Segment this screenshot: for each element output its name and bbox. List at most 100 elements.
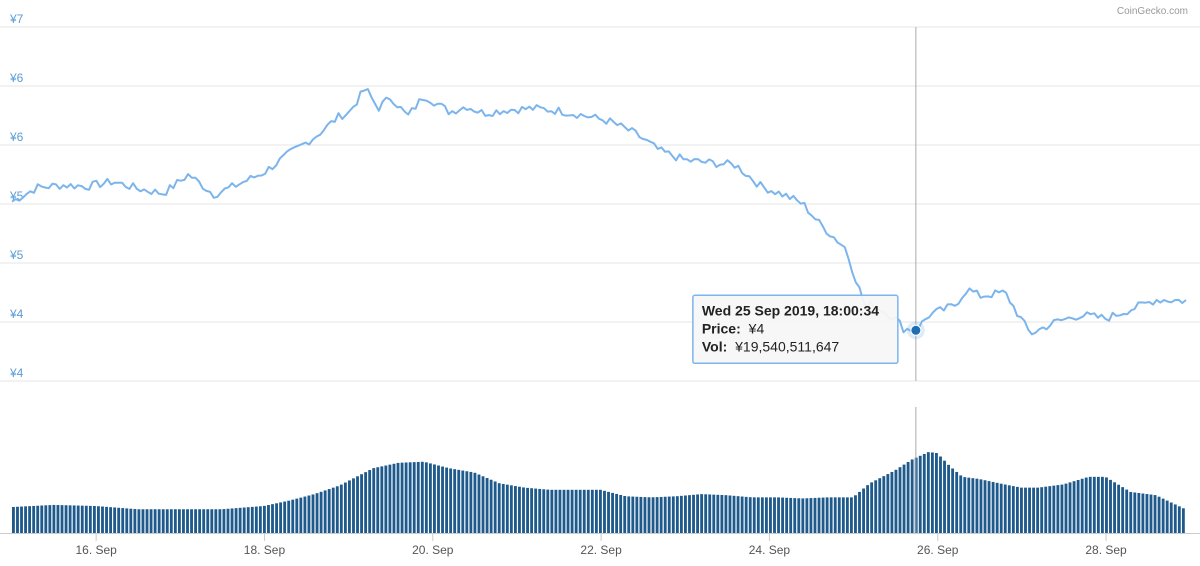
- volume-bar[interactable]: [291, 499, 295, 533]
- volume-bar[interactable]: [1161, 498, 1165, 533]
- volume-bar[interactable]: [971, 478, 975, 533]
- volume-bar[interactable]: [202, 509, 206, 533]
- volume-bars[interactable]: [12, 452, 1185, 533]
- volume-bar[interactable]: [339, 484, 343, 533]
- volume-bar[interactable]: [983, 480, 987, 533]
- volume-bar[interactable]: [1141, 493, 1145, 533]
- volume-bar[interactable]: [368, 470, 372, 533]
- volume-bar[interactable]: [311, 494, 315, 533]
- volume-bar[interactable]: [1068, 482, 1072, 533]
- volume-bar[interactable]: [372, 468, 376, 533]
- volume-bar[interactable]: [963, 477, 967, 533]
- volume-bar[interactable]: [331, 487, 335, 533]
- volume-bar[interactable]: [582, 489, 586, 533]
- volume-bar[interactable]: [254, 506, 258, 533]
- volume-bar[interactable]: [1129, 491, 1133, 533]
- volume-bar[interactable]: [882, 476, 886, 533]
- volume-bar[interactable]: [526, 487, 529, 533]
- volume-bar[interactable]: [117, 507, 121, 533]
- volume-bar[interactable]: [1173, 504, 1177, 533]
- volume-bar[interactable]: [384, 465, 388, 533]
- volume-bar[interactable]: [1040, 487, 1044, 533]
- volume-bar[interactable]: [360, 474, 363, 533]
- volume-bar[interactable]: [258, 506, 262, 533]
- volume-bar[interactable]: [1032, 487, 1036, 533]
- volume-bar[interactable]: [513, 486, 517, 533]
- volume-bar[interactable]: [214, 509, 218, 533]
- volume-bar[interactable]: [1064, 483, 1068, 533]
- volume-bar[interactable]: [817, 497, 821, 533]
- volume-bar[interactable]: [238, 507, 242, 533]
- volume-bar[interactable]: [1028, 487, 1031, 533]
- volume-bar[interactable]: [20, 506, 23, 533]
- volume-bar[interactable]: [910, 459, 914, 533]
- volume-bar[interactable]: [303, 496, 307, 533]
- volume-bar[interactable]: [785, 497, 789, 533]
- volume-bar[interactable]: [44, 505, 48, 533]
- volume-bar[interactable]: [509, 485, 513, 533]
- volume-bar[interactable]: [380, 466, 384, 533]
- volume-bar[interactable]: [667, 496, 671, 533]
- volume-bar[interactable]: [428, 463, 432, 533]
- volume-bar[interactable]: [420, 461, 424, 533]
- volume-bar[interactable]: [453, 469, 457, 533]
- volume-bar[interactable]: [744, 496, 748, 533]
- volume-bar[interactable]: [813, 497, 817, 533]
- volume-bar[interactable]: [56, 505, 60, 533]
- volume-bar[interactable]: [615, 493, 619, 533]
- volume-bar[interactable]: [939, 456, 942, 533]
- volume-bar[interactable]: [845, 497, 849, 533]
- volume-bar[interactable]: [716, 494, 720, 533]
- volume-bar[interactable]: [975, 478, 979, 533]
- volume-bar[interactable]: [465, 471, 469, 533]
- volume-bar[interactable]: [635, 496, 639, 533]
- volume-bar[interactable]: [145, 509, 149, 533]
- volume-bar[interactable]: [704, 494, 708, 533]
- volume-bar[interactable]: [267, 505, 270, 533]
- volume-bar[interactable]: [558, 489, 562, 533]
- volume-bar[interactable]: [611, 492, 614, 533]
- volume-bar[interactable]: [841, 497, 845, 533]
- credit-label[interactable]: CoinGecko.com: [1117, 6, 1188, 17]
- volume-bar[interactable]: [878, 478, 882, 533]
- volume-bar[interactable]: [955, 471, 959, 533]
- volume-bar[interactable]: [858, 491, 861, 533]
- volume-bar[interactable]: [441, 466, 444, 533]
- volume-bar[interactable]: [222, 509, 226, 533]
- volume-bar[interactable]: [376, 467, 380, 533]
- volume-bar[interactable]: [736, 496, 740, 533]
- volume-bar[interactable]: [186, 509, 189, 533]
- volume-bar[interactable]: [88, 505, 92, 533]
- volume-bar[interactable]: [234, 508, 238, 533]
- volume-bar[interactable]: [279, 502, 283, 533]
- volume-bar[interactable]: [12, 506, 15, 533]
- volume-bar[interactable]: [894, 469, 898, 533]
- volume-bar[interactable]: [307, 495, 311, 533]
- volume-bar[interactable]: [109, 507, 113, 533]
- volume-bar[interactable]: [445, 467, 449, 533]
- volume-bar[interactable]: [849, 497, 853, 533]
- volume-bar[interactable]: [433, 464, 436, 533]
- volume-bar[interactable]: [1084, 477, 1088, 533]
- volume-bar[interactable]: [530, 488, 534, 533]
- volume-bar[interactable]: [987, 481, 991, 533]
- volume-bar[interactable]: [226, 508, 230, 533]
- volume-bar[interactable]: [206, 509, 210, 533]
- volume-bar[interactable]: [173, 509, 177, 533]
- volume-bar[interactable]: [870, 482, 874, 533]
- volume-bar[interactable]: [922, 453, 926, 533]
- volume-bar[interactable]: [639, 496, 643, 533]
- volume-bar[interactable]: [643, 497, 647, 533]
- volume-bar[interactable]: [1125, 489, 1129, 533]
- volume-bar[interactable]: [28, 506, 32, 533]
- volume-bar[interactable]: [594, 489, 598, 533]
- volume-bar[interactable]: [348, 480, 351, 533]
- volume-bar[interactable]: [732, 495, 736, 533]
- volume-bar[interactable]: [651, 497, 655, 533]
- volume-bar[interactable]: [619, 494, 623, 533]
- volume-bar[interactable]: [1096, 476, 1100, 533]
- volume-bar[interactable]: [408, 462, 412, 533]
- volume-bar[interactable]: [392, 463, 396, 533]
- volume-bar[interactable]: [570, 489, 574, 533]
- price-line[interactable]: [11, 88, 1187, 336]
